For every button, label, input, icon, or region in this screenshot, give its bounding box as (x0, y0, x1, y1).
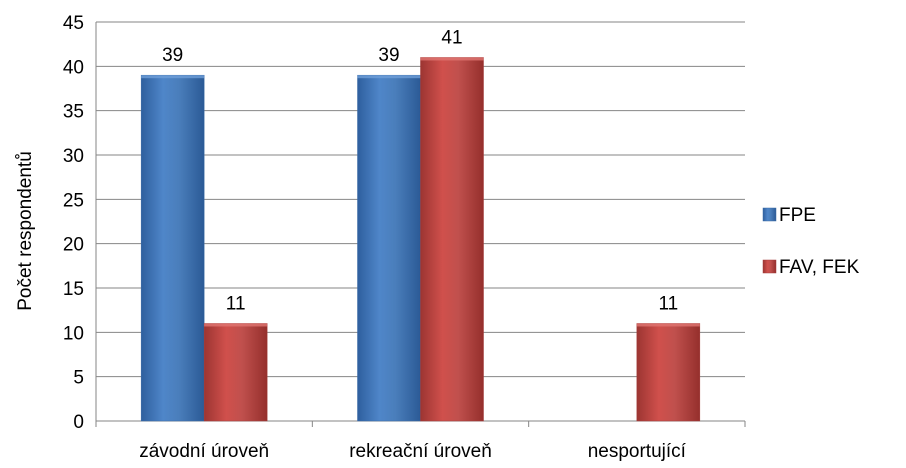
y-axis-title: Počet respondentů (15, 151, 36, 311)
category-label: závodní úroveň (139, 441, 269, 462)
bar-fpe (357, 74, 421, 422)
bar-top-highlight (636, 323, 700, 327)
data-label: 39 (378, 45, 399, 66)
bar-top-highlight (420, 57, 484, 61)
legend: FPE FAV, FEK (762, 205, 860, 278)
bar-fav-fek (203, 323, 268, 422)
y-tick-label: 45 (63, 13, 84, 34)
bar-top-highlight (141, 75, 205, 79)
data-label: 41 (441, 27, 462, 48)
y-tick-label: 40 (63, 57, 84, 78)
y-tick-label: 30 (63, 146, 84, 167)
legend-label: FAV, FEK (779, 257, 860, 278)
category-label: rekreační úroveň (349, 441, 492, 462)
bar-fav-fek (636, 323, 701, 422)
y-tick-label: 15 (63, 279, 84, 300)
y-tick-label: 35 (63, 102, 84, 123)
y-tick-label: 5 (73, 368, 84, 389)
y-tick-labels: 0 5 10 15 20 25 30 35 40 45 (63, 13, 84, 433)
bar-top-highlight (204, 323, 268, 327)
data-labels: 39 11 39 41 11 (162, 27, 678, 314)
category-label: nesportující (588, 441, 687, 462)
bar-top-highlight (357, 75, 421, 79)
bar-fav-fek (420, 57, 484, 422)
category-labels: závodní úroveň rekreační úroveň nesportují… (139, 441, 686, 462)
bars (140, 57, 701, 422)
legend-label: FPE (779, 205, 816, 226)
legend-swatch (762, 207, 777, 222)
data-label: 11 (658, 293, 678, 314)
y-tick-label: 0 (73, 412, 84, 433)
y-tick-label: 20 (63, 235, 84, 256)
legend-swatch (762, 259, 777, 274)
y-tick-label: 10 (63, 323, 84, 344)
y-tick-label: 25 (63, 190, 84, 211)
bar-fpe (140, 74, 205, 422)
data-label: 39 (162, 45, 183, 66)
data-label: 11 (226, 293, 246, 314)
